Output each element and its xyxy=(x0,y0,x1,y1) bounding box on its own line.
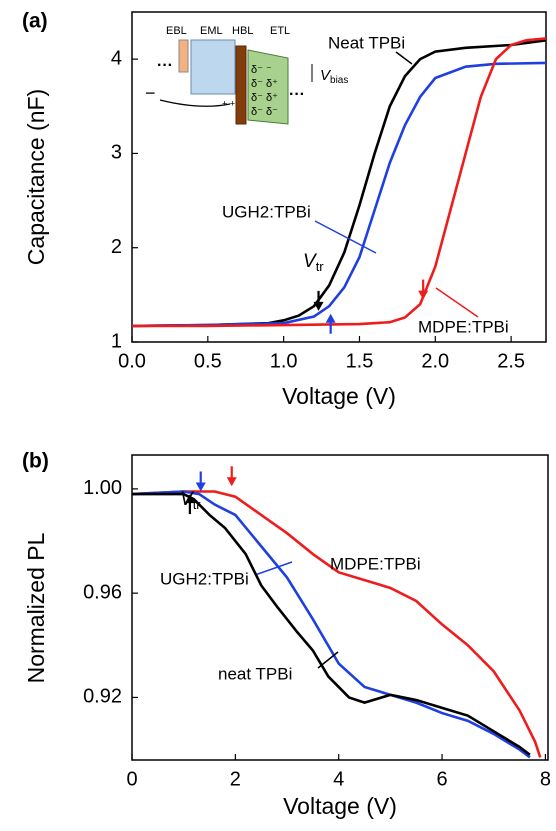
panel-label: (b) xyxy=(22,450,49,473)
arrow-head xyxy=(313,301,324,311)
layer-ebl xyxy=(178,39,189,73)
arrow-head xyxy=(195,482,206,492)
y-axis-title: Normalized PL xyxy=(23,532,49,683)
layer-label: EML xyxy=(200,25,223,37)
x-tick-label: 0 xyxy=(126,768,137,790)
bias-label: Vbias xyxy=(320,67,348,86)
y-tick-label: 0.92 xyxy=(83,686,122,708)
vtr-sub: tr xyxy=(316,259,325,274)
layer-eml xyxy=(190,39,236,95)
vtr-arrow xyxy=(226,466,237,487)
arrow-head xyxy=(418,290,429,300)
x-axis-title: Voltage (V) xyxy=(283,793,397,819)
x-tick-label: 2 xyxy=(230,768,241,790)
y-axis-title: Capacitance (nF) xyxy=(23,89,49,265)
series-label: MDPE:TPBi xyxy=(330,554,421,573)
x-axis-title: Voltage (V) xyxy=(282,383,396,409)
x-tick-label: 2.5 xyxy=(497,350,525,372)
panel-label: (a) xyxy=(22,10,48,33)
arrow-head xyxy=(226,477,237,487)
y-tick-label: 1 xyxy=(111,330,122,352)
vtr-arrow xyxy=(325,313,336,334)
x-tick-label: 8 xyxy=(540,768,551,790)
vtr-sub: tr xyxy=(193,497,202,512)
ellipsis-left: ··· xyxy=(157,57,173,74)
plot-frame xyxy=(131,454,549,761)
x-tick-label: 1.0 xyxy=(270,350,298,372)
series-label: Neat TPBi xyxy=(328,33,405,52)
arrow-head xyxy=(184,494,195,504)
vtr-arrow xyxy=(313,290,324,311)
etl-charge: δ⁻ ⁻ xyxy=(251,64,272,76)
electron-path xyxy=(159,99,231,107)
label-leader xyxy=(395,51,413,65)
minus-sign: − xyxy=(145,83,156,103)
layer-etl xyxy=(247,49,289,125)
vtr-label: Vtr xyxy=(303,251,324,274)
label-leader xyxy=(314,220,377,254)
data-line xyxy=(132,492,531,756)
data-line xyxy=(132,37,547,328)
x-tick-label: 4 xyxy=(333,768,344,790)
data-line xyxy=(131,490,542,758)
vtr-label: Vtr xyxy=(180,489,201,512)
y-tick-label: 4 xyxy=(111,47,122,69)
series-label: neat TPBi xyxy=(218,664,292,683)
vtr-arrow xyxy=(184,494,195,515)
x-tick-label: 6 xyxy=(436,768,447,790)
series-label: UGH2:TPBi xyxy=(222,202,311,221)
x-tick-label: 0.0 xyxy=(118,350,146,372)
arrow-head xyxy=(325,313,336,323)
layer-label: ETL xyxy=(270,25,290,37)
ellipsis-right: ··· xyxy=(289,86,305,103)
plus-signs: + + xyxy=(222,98,235,108)
bias-main: V xyxy=(320,67,332,84)
layer-hbl xyxy=(235,45,247,125)
label-leader xyxy=(317,651,339,669)
data-line xyxy=(131,61,547,328)
label-leader xyxy=(435,287,479,318)
data-line xyxy=(131,490,531,759)
series-label: UGH2:TPBi xyxy=(160,569,249,588)
y-tick-label: 0.96 xyxy=(83,581,122,603)
layer-label: HBL xyxy=(232,25,253,37)
x-tick-label: 1.5 xyxy=(346,350,374,372)
plot-frame xyxy=(131,11,547,343)
vtr-main: V xyxy=(303,251,318,272)
vtr-arrow xyxy=(195,471,206,492)
label-leader xyxy=(254,561,293,576)
etl-charge: δ⁻ δ⁺ xyxy=(251,92,278,104)
data-line xyxy=(131,38,547,328)
bias-sub: bias xyxy=(330,75,348,86)
series-label: MDPE:TPBi xyxy=(418,317,509,336)
etl-charge: δ⁻ δ⁻ xyxy=(251,106,278,118)
etl-charge: δ⁻ δ⁺ xyxy=(251,78,278,90)
vtr-arrow xyxy=(418,279,429,300)
x-tick-label: 2.0 xyxy=(421,350,449,372)
y-tick-label: 3 xyxy=(111,142,122,164)
y-tick-label: 1.00 xyxy=(83,477,122,499)
vtr-main: V xyxy=(180,489,195,510)
x-tick-label: 0.5 xyxy=(194,350,222,372)
y-tick-label: 2 xyxy=(111,236,122,258)
layer-label: EBL xyxy=(166,25,187,37)
